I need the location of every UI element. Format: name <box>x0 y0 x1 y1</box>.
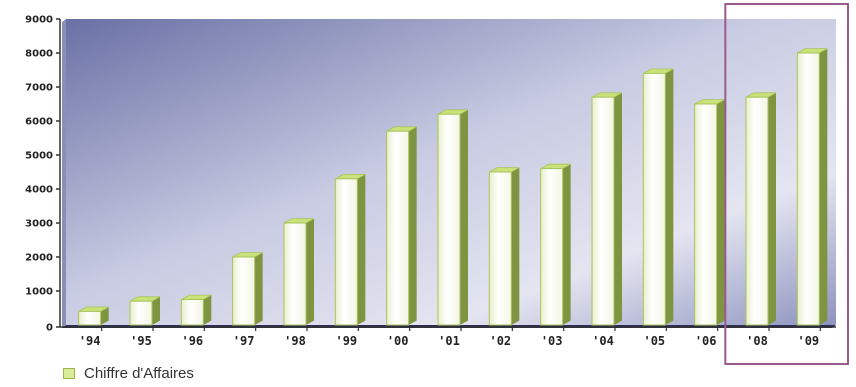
bar-side <box>357 174 366 325</box>
bar-side <box>665 69 674 325</box>
bar <box>591 92 623 326</box>
y-tick-label: 0 <box>46 323 53 334</box>
bar-front <box>78 310 102 326</box>
x-tick-label: '03 <box>541 334 563 348</box>
bar-front <box>694 103 718 326</box>
bar <box>129 296 161 326</box>
x-tick-label: '08 <box>746 334 768 348</box>
bar-side <box>460 109 468 325</box>
bar-front <box>386 130 410 326</box>
plot-side-wall <box>62 19 66 328</box>
legend: Chiffre d'Affaires <box>63 363 194 383</box>
y-tick-label: 7000 <box>25 83 53 94</box>
bar-side <box>819 48 828 325</box>
x-tick-label: '05 <box>643 334 665 348</box>
bar-front <box>796 52 820 326</box>
y-tick-label: 8000 <box>25 49 53 60</box>
legend-swatch <box>63 367 75 379</box>
x-tick-label: '99 <box>335 334 357 348</box>
bar-side <box>203 295 212 325</box>
bar-side <box>614 92 622 325</box>
bar <box>283 218 315 326</box>
bar-front <box>180 299 204 326</box>
y-tick-label: 4000 <box>25 185 53 196</box>
bar-side <box>562 164 571 325</box>
bar <box>745 92 777 326</box>
x-tick-label: '02 <box>489 334 511 348</box>
y-tick-label: 3000 <box>25 219 53 230</box>
bar <box>540 163 571 326</box>
y-tick-label: 9000 <box>25 15 53 26</box>
y-tick-label: 1000 <box>25 287 53 298</box>
bar-front <box>642 72 666 326</box>
bar-side <box>408 126 417 325</box>
bar <box>180 294 212 326</box>
bar-side <box>100 307 109 325</box>
bar-front <box>488 171 512 326</box>
bar-side <box>768 92 776 325</box>
y-tick-label: 5000 <box>25 151 53 162</box>
bar-front <box>334 178 358 326</box>
bar <box>232 252 263 326</box>
x-tick-label: '98 <box>284 334 306 348</box>
bar <box>334 173 366 326</box>
x-tick-label: '09 <box>797 334 819 348</box>
bar-front <box>232 256 256 326</box>
bar-side <box>716 99 725 325</box>
bar-front <box>437 113 461 326</box>
bar-side <box>254 252 263 325</box>
bar <box>386 126 417 326</box>
bar-front <box>591 96 615 326</box>
x-tick-label: '95 <box>130 334 152 348</box>
bar-front <box>129 300 153 326</box>
bar <box>78 306 109 326</box>
x-tick-label: '01 <box>438 334 460 348</box>
bar <box>488 167 520 326</box>
bar-front <box>283 222 307 326</box>
y-tick-label: 6000 <box>25 117 53 128</box>
bar <box>694 99 725 326</box>
bar-side <box>511 167 520 325</box>
x-tick-label: '00 <box>387 334 409 348</box>
legend-label: Chiffre d'Affaires <box>84 364 194 382</box>
x-tick-label: '94 <box>79 334 101 348</box>
bar <box>796 48 828 326</box>
highlight-box <box>724 3 849 365</box>
x-tick-label: '96 <box>181 334 203 348</box>
y-tick-label: 2000 <box>25 253 53 264</box>
bar-side <box>152 296 160 325</box>
bar <box>437 109 469 326</box>
x-tick-label: '04 <box>592 334 614 348</box>
bar <box>642 68 674 326</box>
x-tick-label: '06 <box>695 334 717 348</box>
bar-front <box>745 96 769 326</box>
bar-side <box>306 218 314 325</box>
bar-front <box>540 168 564 326</box>
x-tick-label: '97 <box>233 334 255 348</box>
